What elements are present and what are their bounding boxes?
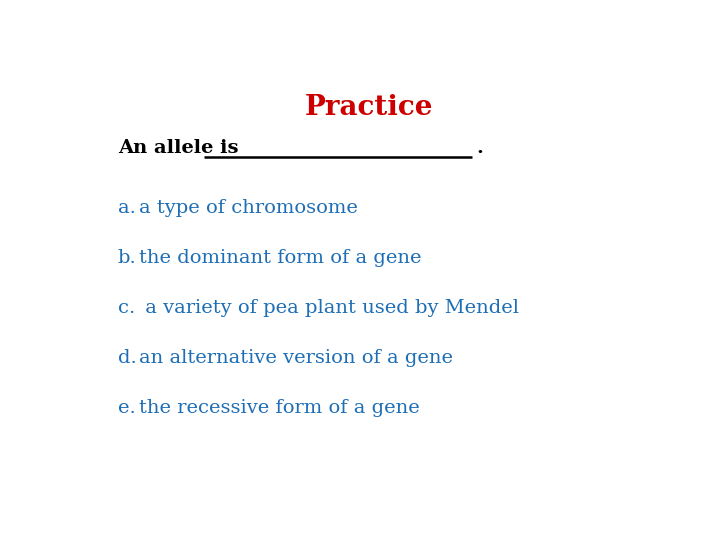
Text: a.: a. <box>118 199 136 217</box>
Text: Practice: Practice <box>305 94 433 121</box>
Text: d.: d. <box>118 349 137 367</box>
Text: b.: b. <box>118 249 137 267</box>
Text: An allele is: An allele is <box>118 139 245 157</box>
Text: a type of chromosome: a type of chromosome <box>139 199 358 217</box>
Text: the recessive form of a gene: the recessive form of a gene <box>139 399 420 417</box>
Text: a variety of pea plant used by Mendel: a variety of pea plant used by Mendel <box>139 299 519 317</box>
Text: e.: e. <box>118 399 135 417</box>
Text: an alternative version of a gene: an alternative version of a gene <box>139 349 453 367</box>
Text: .: . <box>477 139 484 157</box>
Text: c.: c. <box>118 299 135 317</box>
Text: the dominant form of a gene: the dominant form of a gene <box>139 249 422 267</box>
